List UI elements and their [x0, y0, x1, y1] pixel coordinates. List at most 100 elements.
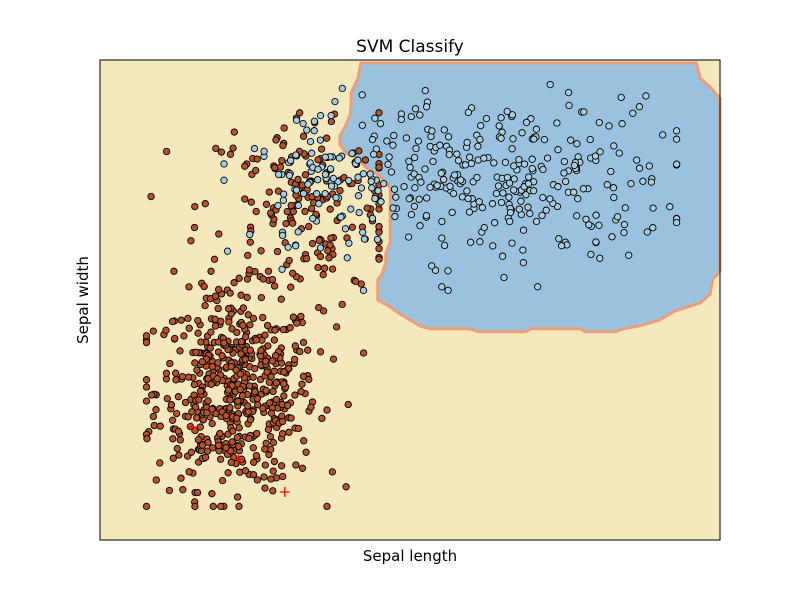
- data-point-class-0: [181, 398, 190, 407]
- data-point-class-0: [184, 413, 192, 421]
- data-point-class-0: [323, 134, 331, 142]
- data-point-class-1: [554, 146, 562, 154]
- data-point-class-0: [173, 444, 181, 453]
- data-point-class-0: [261, 484, 269, 492]
- data-point-class-1: [335, 154, 343, 162]
- data-point-class-1: [592, 211, 600, 219]
- data-point-class-1: [450, 171, 459, 179]
- data-point-class-1: [387, 168, 396, 176]
- data-point-class-1: [454, 156, 463, 165]
- data-point-class-1: [321, 153, 329, 161]
- data-point-class-1: [621, 204, 629, 212]
- data-point-class-1: [368, 184, 376, 192]
- data-point-class-0: [198, 358, 206, 366]
- data-point-class-0: [203, 409, 211, 417]
- data-point-class-0: [269, 438, 278, 447]
- data-point-class-1: [505, 179, 514, 187]
- data-point-class-0: [174, 427, 183, 435]
- data-point-class-1: [490, 159, 498, 167]
- data-point-class-1: [314, 165, 322, 173]
- data-point-class-1: [417, 178, 425, 186]
- data-point-class-1: [482, 114, 491, 123]
- data-point-class-1: [478, 203, 487, 212]
- data-point-class-0: [257, 346, 265, 355]
- data-point-class-1: [519, 246, 527, 254]
- data-point-class-0: [325, 254, 333, 262]
- data-point-class-0: [271, 326, 279, 334]
- data-point-class-0: [243, 293, 251, 302]
- data-point-class-0: [208, 362, 217, 371]
- data-point-class-0: [251, 388, 259, 396]
- data-point-class-1: [522, 118, 531, 127]
- data-point-class-1: [275, 170, 283, 179]
- data-point-class-1: [610, 142, 618, 150]
- data-point-class-1: [466, 238, 475, 246]
- data-point-class-1: [532, 217, 541, 226]
- data-point-class-1: [329, 174, 338, 183]
- data-point-class-0: [237, 291, 245, 299]
- data-point-class-0: [142, 383, 151, 391]
- data-point-class-0: [317, 145, 326, 153]
- data-point-class-0: [272, 379, 280, 387]
- data-point-class-0: [246, 346, 254, 354]
- data-point-class-1: [567, 136, 575, 144]
- data-point-class-0: [327, 117, 336, 126]
- support-vector-marker: [279, 487, 290, 497]
- data-point-class-0: [375, 222, 383, 231]
- data-point-class-1: [565, 101, 573, 110]
- data-point-class-0: [235, 442, 243, 451]
- data-point-class-0: [211, 315, 219, 323]
- data-point-class-0: [234, 397, 242, 405]
- data-point-class-1: [377, 198, 385, 206]
- data-point-class-1: [314, 176, 322, 184]
- data-point-class-1: [310, 117, 319, 125]
- data-point-class-0: [375, 163, 383, 171]
- data-point-class-1: [338, 84, 346, 93]
- data-point-class-1: [260, 147, 268, 155]
- data-point-class-1: [522, 191, 530, 199]
- data-point-class-0: [162, 147, 171, 156]
- data-point-class-1: [220, 176, 228, 184]
- data-point-class-1: [360, 235, 369, 243]
- data-point-class-0: [169, 435, 177, 443]
- data-point-class-1: [294, 201, 303, 210]
- data-point-class-0: [296, 347, 304, 356]
- data-point-class-1: [286, 156, 295, 165]
- data-point-class-1: [529, 187, 538, 195]
- data-point-class-1: [503, 107, 511, 116]
- data-point-class-1: [615, 149, 623, 157]
- data-point-class-1: [498, 252, 507, 260]
- data-point-class-0: [142, 397, 151, 405]
- data-point-class-1: [508, 239, 516, 247]
- data-point-class-1: [354, 173, 362, 181]
- data-point-class-0: [211, 292, 220, 300]
- data-point-class-0: [298, 380, 306, 388]
- data-point-class-0: [203, 447, 212, 455]
- data-point-class-1: [464, 194, 472, 203]
- data-point-class-0: [230, 279, 238, 287]
- data-point-class-0: [266, 432, 275, 441]
- x-axis-label: Sepal length: [363, 547, 457, 565]
- data-point-class-1: [292, 186, 301, 194]
- data-point-class-0: [305, 375, 313, 384]
- data-point-class-0: [280, 392, 288, 400]
- data-point-class-0: [190, 223, 199, 232]
- data-point-class-1: [354, 192, 363, 200]
- data-point-class-0: [249, 373, 257, 381]
- data-point-class-1: [515, 205, 523, 213]
- data-point-class-1: [332, 193, 340, 202]
- data-point-class-1: [586, 135, 594, 144]
- data-point-class-1: [495, 122, 503, 130]
- data-point-class-0: [249, 444, 257, 452]
- data-point-class-0: [297, 312, 305, 321]
- data-point-class-0: [262, 386, 270, 395]
- data-point-class-1: [476, 238, 484, 246]
- data-point-class-0: [168, 317, 177, 326]
- data-point-class-0: [267, 445, 275, 454]
- data-point-class-1: [347, 205, 355, 213]
- data-point-class-1: [303, 126, 311, 134]
- data-point-class-0: [319, 271, 327, 279]
- data-point-class-1: [528, 164, 536, 173]
- data-point-class-1: [411, 184, 419, 192]
- data-point-class-1: [292, 116, 301, 124]
